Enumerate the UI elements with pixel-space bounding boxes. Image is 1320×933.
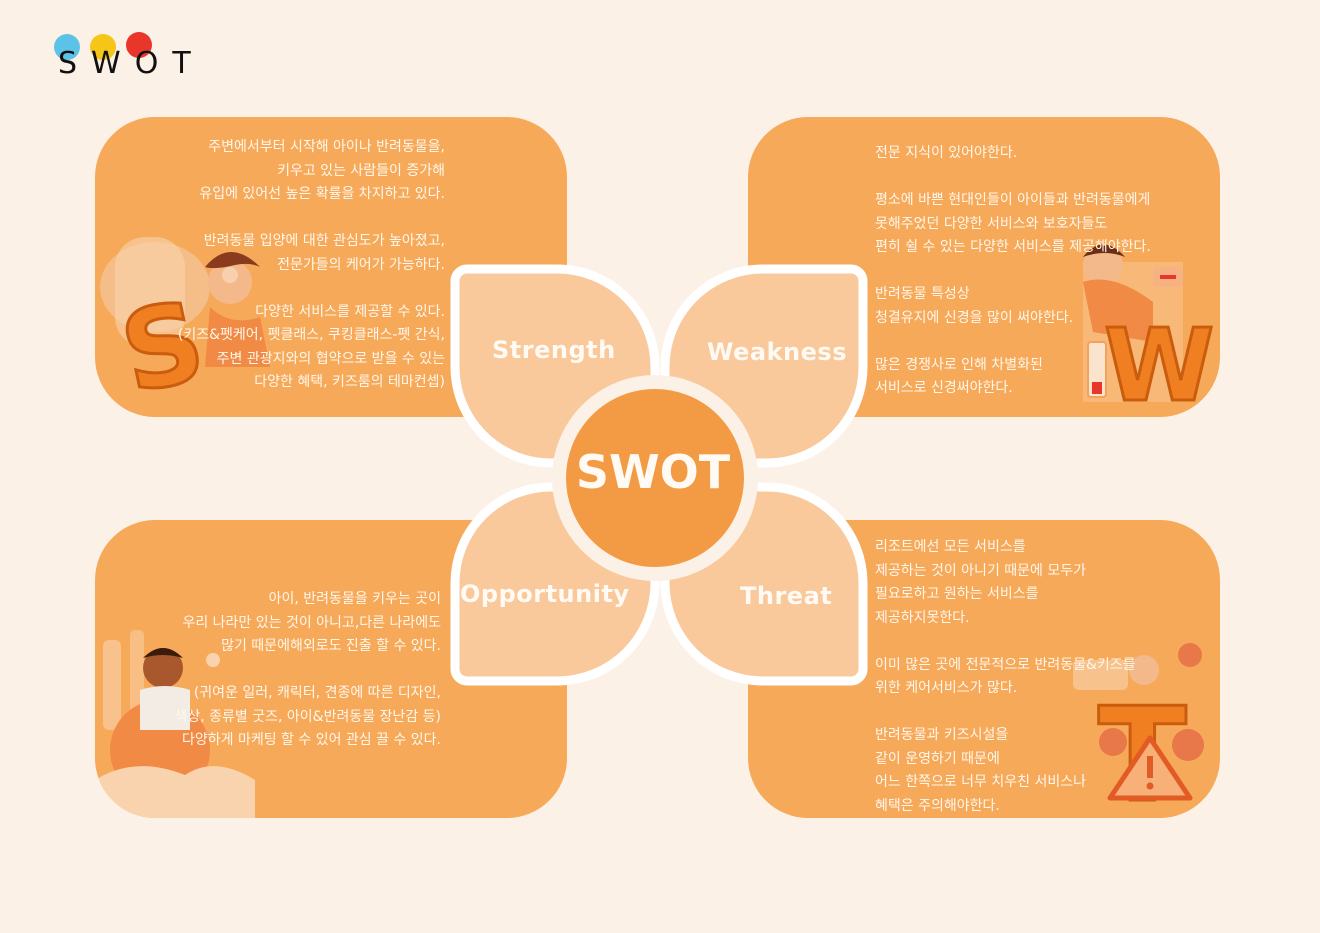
logo-text: SWOT [58,46,205,81]
logo-dot-red [126,32,152,58]
threat-label: Threat [740,582,833,610]
swot-center-title: SWOT [575,445,731,499]
logo-dot-yellow [90,34,116,60]
threat-text: 리조트에선 모든 서비스를 제공하는 것이 아니기 때문에 모두가 필요로하고 … [875,539,1136,814]
opportunity-card: 아이, 반려동물을 키우는 곳이 우리 나라만 있는 것이 아니고,다른 나라에… [95,520,567,818]
weakness-letter: W [1104,307,1214,417]
threat-illustration: T [1073,643,1204,818]
strength-illustration: S [100,237,270,417]
swot-center-circle [552,375,758,581]
strength-label: Strength [492,336,616,364]
weakness-text: 전문 지식이 있어야한다. 평소에 바쁜 현대인들이 아이들과 반려동물에게 못… [875,145,1151,396]
weakness-illustration: W [1083,244,1216,417]
weakness-label: Weakness [707,338,847,366]
opportunity-illustration [95,630,255,818]
strength-text: 주변에서부터 시작해 아이나 반려동물을, 키우고 있는 사람들이 증가해 유입… [177,139,445,390]
logo-dot-blue [54,34,80,60]
swot-logo: SWOT [50,30,220,81]
opportunity-label: Opportunity [460,580,630,608]
opportunity-text: 아이, 반려동물을 키우는 곳이 우리 나라만 있는 것이 아니고,다른 나라에… [174,591,442,748]
